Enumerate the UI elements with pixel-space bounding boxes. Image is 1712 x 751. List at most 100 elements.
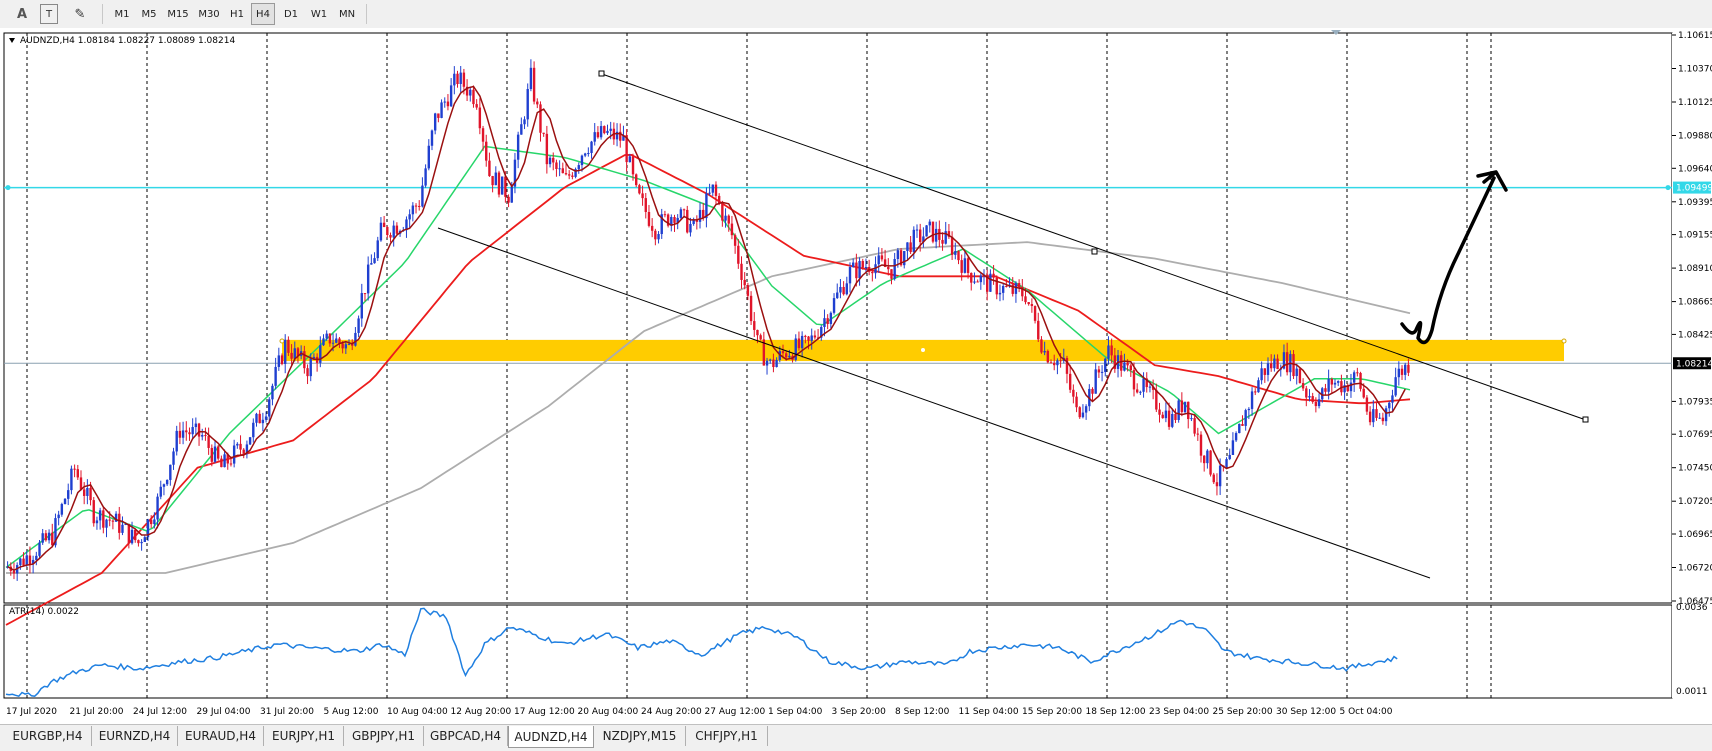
tab-gbpjpy-h1[interactable]: GBPJPY,H1 — [344, 726, 424, 746]
bear-candle-body — [1276, 358, 1279, 370]
chart-shift-marker-icon[interactable] — [1331, 30, 1341, 35]
tab-audnzd-h4[interactable]: AUDNZD,H4 — [508, 726, 594, 748]
bear-candle-body — [1241, 423, 1244, 426]
bear-candle-body — [1040, 339, 1043, 353]
zone-anchor-handle[interactable] — [279, 338, 285, 344]
bull-candle-body — [724, 215, 727, 221]
bear-candle-body — [986, 274, 989, 292]
bear-candle-body — [1033, 306, 1037, 321]
trendline-anchor-handle[interactable] — [1582, 416, 1589, 423]
bear-candle-body — [1120, 355, 1123, 371]
tab-eurnzd-h4[interactable]: EURNZD,H4 — [92, 726, 178, 746]
timeframe-w1-button[interactable]: W1 — [310, 8, 328, 20]
bull-candle-body — [583, 153, 587, 156]
timeframe-m30-button[interactable]: M30 — [198, 8, 220, 20]
bull-candle-body — [1107, 345, 1110, 359]
bull-candle-body — [516, 134, 520, 160]
bear-candle-body — [363, 293, 367, 295]
bull-candle-body — [98, 510, 102, 521]
bull-candle-body — [526, 89, 529, 120]
bull-candle-body — [309, 358, 312, 377]
draw-tool-button[interactable]: ✎ — [74, 6, 86, 22]
bull-candle-body — [660, 214, 663, 235]
timeframe-d1-button[interactable]: D1 — [283, 8, 299, 20]
bull-candle-body — [453, 73, 456, 86]
bull-candle-body — [794, 338, 797, 360]
tab-nzdjpy-m15[interactable]: NZDJPY,M15 — [594, 726, 686, 746]
bear-candle-body — [446, 101, 450, 107]
timeframe-m1-button[interactable]: M1 — [114, 8, 130, 20]
bear-candle-body — [654, 230, 657, 240]
bear-candle-body — [488, 160, 491, 177]
bear-candle-body — [702, 209, 705, 219]
bull-candle-body — [915, 229, 919, 231]
resistance-anchor-handle[interactable] — [5, 185, 11, 191]
text-tool-button[interactable]: A — [16, 6, 28, 22]
resistance-anchor-handle[interactable] — [1665, 185, 1671, 191]
tab-eurjpy-h1[interactable]: EURJPY,H1 — [264, 726, 344, 746]
bull-candle-body — [765, 360, 769, 366]
bear-candle-body — [1356, 372, 1359, 374]
tab-chfjpy-h1[interactable]: CHFJPY,H1 — [686, 726, 768, 746]
bear-candle-body — [462, 72, 466, 87]
bull-candle-body — [427, 145, 430, 169]
tab-euraud-h4[interactable]: EURAUD,H4 — [178, 726, 264, 746]
bull-candle-body — [944, 231, 947, 244]
bear-candle-body — [1199, 434, 1203, 456]
bull-candle-body — [775, 359, 778, 368]
bull-candle-body — [1333, 382, 1337, 385]
bull-candle-body — [194, 423, 198, 428]
collapse-triangle-icon[interactable] — [9, 38, 15, 43]
bull-candle-body — [347, 343, 351, 345]
bull-candle-body — [440, 102, 443, 118]
bull-candle-body — [181, 430, 185, 438]
bull-candle-body — [657, 234, 660, 240]
timeframe-mn-button[interactable]: MN — [338, 8, 356, 20]
channel-lower-trendline[interactable] — [437, 227, 1431, 579]
bear-candle-body — [1346, 385, 1349, 392]
bull-candle-body — [848, 267, 852, 284]
bear-candle-body — [721, 203, 724, 221]
timeframe-m5-button[interactable]: M5 — [141, 8, 157, 20]
bear-candle-body — [855, 262, 858, 279]
bull-candle-body — [252, 422, 255, 438]
bear-candle-body — [1024, 296, 1027, 303]
timeframe-h1-button[interactable]: H1 — [230, 8, 244, 20]
bull-candle-body — [284, 339, 287, 364]
bull-candle-body — [705, 193, 708, 219]
bear-candle-body — [743, 279, 746, 286]
bull-candle-body — [494, 172, 498, 186]
bear-candle-body — [918, 229, 922, 243]
text-label-tool-button[interactable]: T — [40, 4, 58, 24]
tab-eurgbp-h4[interactable]: EURGBP,H4 — [4, 726, 92, 746]
timeframe-m15-button[interactable]: M15 — [167, 8, 189, 20]
bull-candle-body — [57, 514, 60, 519]
timeframe-h4-button[interactable]: H4 — [251, 3, 275, 25]
price-chart[interactable]: 1.10615 1.10370 1.10125 1.09880 1.09640 1.093… — [0, 28, 1712, 724]
bull-candle-body — [232, 445, 236, 464]
bull-candle-body — [143, 537, 147, 542]
trendline-anchor-handle[interactable] — [598, 70, 605, 77]
bear-candle-body — [1311, 396, 1314, 402]
zone-anchor-handle[interactable] — [1561, 338, 1567, 344]
bull-candle-body — [1273, 358, 1276, 369]
bear-candle-body — [1212, 474, 1215, 483]
bear-candle-body — [635, 174, 638, 186]
bull-candle-body — [574, 169, 577, 177]
bear-candle-body — [134, 529, 137, 541]
trendline-anchor-handle[interactable] — [1091, 248, 1098, 255]
bull-candle-body — [851, 262, 855, 268]
bear-candle-body — [44, 533, 48, 541]
bull-candle-body — [628, 156, 632, 163]
bear-candle-body — [1196, 433, 1200, 435]
tab-gbpcad-h4[interactable]: GBPCAD,H4 — [424, 726, 508, 746]
channel-upper-trendline[interactable] — [601, 73, 1587, 421]
bear-candle-body — [883, 259, 887, 267]
arrowhead-icon — [1476, 170, 1508, 192]
bear-candle-body — [714, 184, 718, 196]
bear-candle-body — [382, 222, 386, 228]
x-tick-label: 31 Jul 20:00 — [260, 707, 314, 717]
bull-candle-body — [520, 124, 523, 135]
bull-candle-body — [255, 413, 258, 423]
zone-center-handle[interactable] — [921, 348, 925, 352]
